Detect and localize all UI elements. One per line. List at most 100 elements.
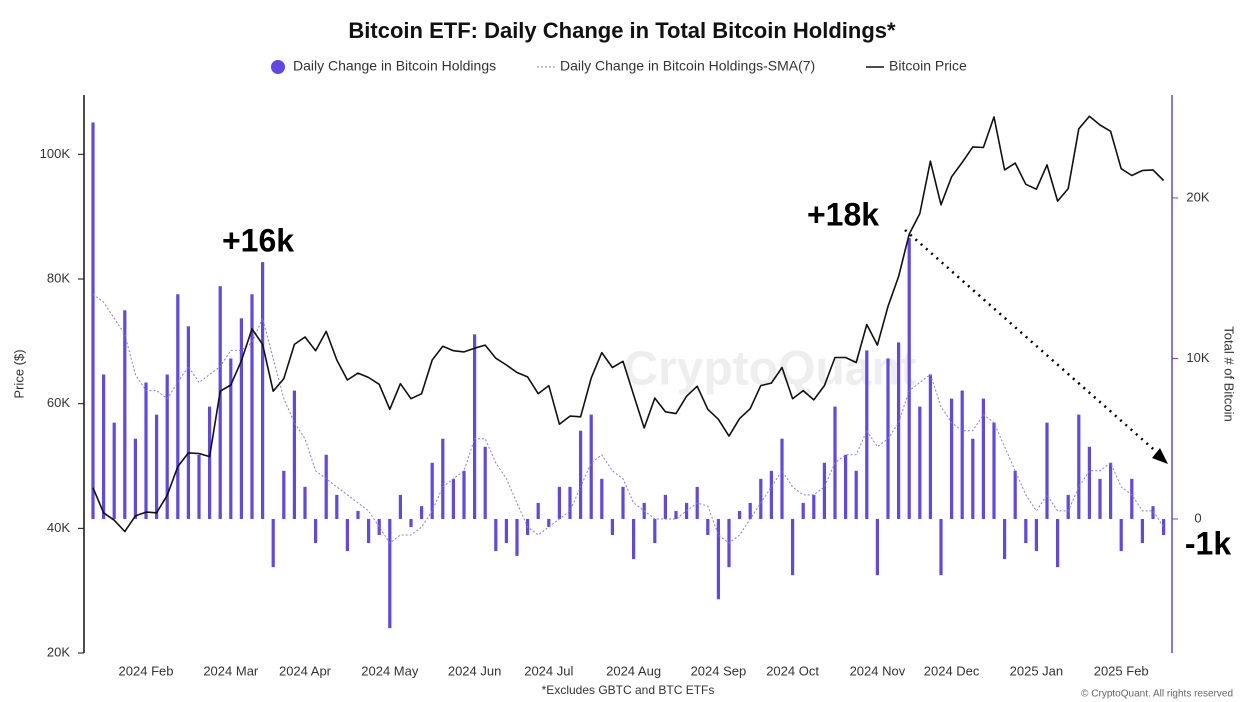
bar [102, 374, 106, 519]
bar [875, 518, 879, 576]
bar [324, 454, 328, 519]
x-tick-label: 2024 Nov [850, 663, 906, 678]
bar [409, 518, 413, 527]
bar [165, 374, 169, 519]
bar [865, 350, 869, 519]
legend: Daily Change in Bitcoin Holdings Daily Ch… [271, 58, 967, 74]
bar [1045, 422, 1049, 519]
bar [314, 518, 318, 544]
bar [918, 406, 922, 519]
bar [706, 518, 710, 536]
bar [1140, 518, 1144, 544]
bar [1151, 506, 1155, 519]
annotation: +16k [222, 222, 294, 258]
bar [1056, 518, 1060, 568]
bar [303, 486, 307, 519]
bar [1087, 446, 1091, 519]
bar [844, 454, 848, 519]
legend-label: Daily Change in Bitcoin Holdings [293, 58, 496, 74]
bar [504, 518, 508, 544]
bar [663, 494, 667, 519]
bar [515, 518, 519, 556]
bar [1034, 518, 1038, 552]
footnote: *Excludes GBTC and BTC ETFs [542, 683, 715, 697]
sma-line [92, 293, 1165, 544]
bar [218, 286, 222, 519]
x-tick-label: 2024 Feb [119, 663, 174, 678]
bar [430, 462, 434, 519]
x-tick-label: 2024 Mar [203, 663, 259, 678]
bar [589, 414, 593, 519]
bar [769, 470, 773, 519]
bar [91, 122, 95, 519]
bar [112, 422, 116, 519]
bar [388, 518, 392, 629]
bar [971, 438, 975, 519]
bar [600, 478, 604, 519]
bar [250, 294, 254, 519]
bar [653, 518, 657, 544]
credit: © CryptoQuant. All rights reserved [1081, 689, 1233, 700]
bar [992, 422, 996, 519]
y2-axis-label: Total # of Bitcoin [1222, 326, 1237, 421]
bar [950, 398, 954, 519]
bar [420, 506, 424, 519]
legend-swatch [271, 60, 285, 74]
y-tick-label: 40K [47, 520, 70, 535]
y-tick-label: 80K [47, 270, 70, 285]
bar [345, 518, 349, 552]
bar [1109, 462, 1113, 519]
annotation-arrow [904, 229, 1161, 456]
y2-tick-label: 20K [1186, 189, 1209, 204]
bar [398, 494, 402, 519]
y2-tick-label: 10K [1186, 350, 1209, 365]
x-tick-label: 2025 Jan [1010, 663, 1064, 678]
price-line [92, 115, 1165, 533]
x-tick-label: 2024 Oct [766, 663, 819, 678]
bar [197, 454, 201, 519]
bar [123, 310, 127, 519]
bar [1024, 518, 1028, 544]
bar [186, 326, 190, 519]
bar [377, 518, 381, 536]
bar [939, 518, 943, 576]
x-tick-label: 2024 Apr [279, 663, 332, 678]
bar [176, 294, 180, 519]
arrow-head [1152, 448, 1168, 464]
bar [897, 342, 901, 519]
bar [1119, 518, 1123, 552]
bar [579, 430, 583, 519]
bar [854, 470, 858, 519]
bar [1130, 478, 1134, 519]
y2-tick-label: 0 [1194, 510, 1201, 525]
x-tick-label: 2024 May [361, 663, 419, 678]
bar [557, 486, 561, 519]
bar [801, 502, 805, 519]
bar [610, 518, 614, 536]
y-tick-label: 60K [47, 395, 70, 410]
x-tick-label: 2024 Aug [606, 663, 661, 678]
bar [981, 398, 985, 519]
bar [271, 518, 275, 568]
x-tick-label: 2024 Sep [691, 663, 747, 678]
bar [1162, 518, 1166, 536]
bar [716, 518, 720, 600]
annotation: +18k [807, 196, 879, 232]
y-tick-label: 100K [40, 146, 71, 161]
bar [451, 478, 455, 519]
annotation: -1k [1185, 525, 1231, 561]
bar [928, 374, 932, 519]
y-tick-label: 20K [47, 644, 70, 659]
bar [791, 518, 795, 576]
bar [748, 502, 752, 519]
bar [367, 518, 371, 544]
bar [144, 382, 148, 519]
bar [229, 358, 233, 519]
bar [759, 478, 763, 519]
bar [907, 238, 911, 519]
x-tick-label: 2024 Jun [448, 663, 502, 678]
bar [335, 494, 339, 519]
bar [462, 470, 466, 519]
bar [1098, 478, 1102, 519]
x-tick-label: 2024 Jul [524, 663, 573, 678]
